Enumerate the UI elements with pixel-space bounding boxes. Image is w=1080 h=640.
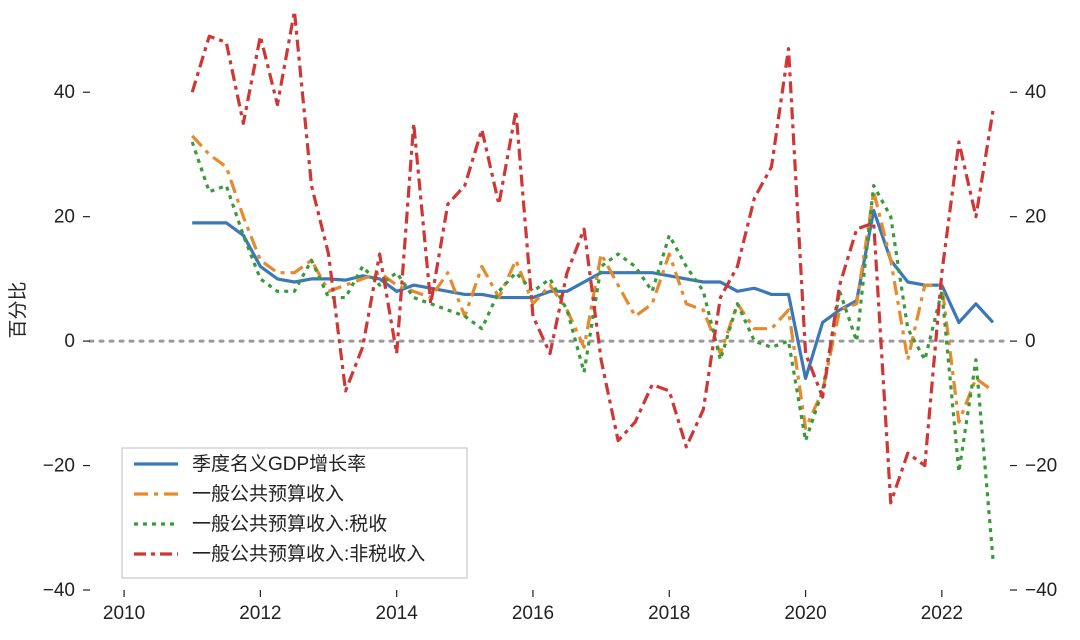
y-tick-label-right: 0 xyxy=(1025,331,1036,352)
chart-container: 2010 2012 2014 2016 2018 2020 2022 −40 −20 0 20 40 −… xyxy=(0,0,1080,640)
x-tick-label: 2018 xyxy=(648,603,690,624)
y-tick-label-right: 40 xyxy=(1025,82,1046,103)
y-tick-label-right: −20 xyxy=(1025,456,1057,477)
y-tick-label-left: 20 xyxy=(54,207,75,228)
y-axis-title: 百分比 xyxy=(7,281,29,338)
x-tick-label: 2012 xyxy=(239,603,281,624)
y-tick-label-right: −40 xyxy=(1025,580,1057,601)
x-tick-label: 2022 xyxy=(921,603,963,624)
y-tick-label-left: −40 xyxy=(43,580,75,601)
legend-label-gdp: 季度名义GDP增长率 xyxy=(192,453,366,475)
y-tick-label-right: 20 xyxy=(1025,207,1046,228)
line-chart: 2010 2012 2014 2016 2018 2020 2022 −40 −20 0 20 40 −… xyxy=(0,0,1080,640)
legend-label-budget_nontax: 一般公共预算收入:非税收入 xyxy=(192,543,425,565)
x-tick-label: 2014 xyxy=(376,603,419,624)
y-tick-label-left: 40 xyxy=(54,82,75,103)
legend-label-budget_total: 一般公共预算收入 xyxy=(192,483,344,505)
legend-label-budget_tax: 一般公共预算收入:税收 xyxy=(192,513,387,535)
y-tick-label-left: −20 xyxy=(43,456,75,477)
y-tick-label-left: 0 xyxy=(64,331,75,352)
x-tick-label: 2020 xyxy=(784,603,826,624)
x-tick-label: 2016 xyxy=(512,603,554,624)
x-tick-label: 2010 xyxy=(103,603,145,624)
